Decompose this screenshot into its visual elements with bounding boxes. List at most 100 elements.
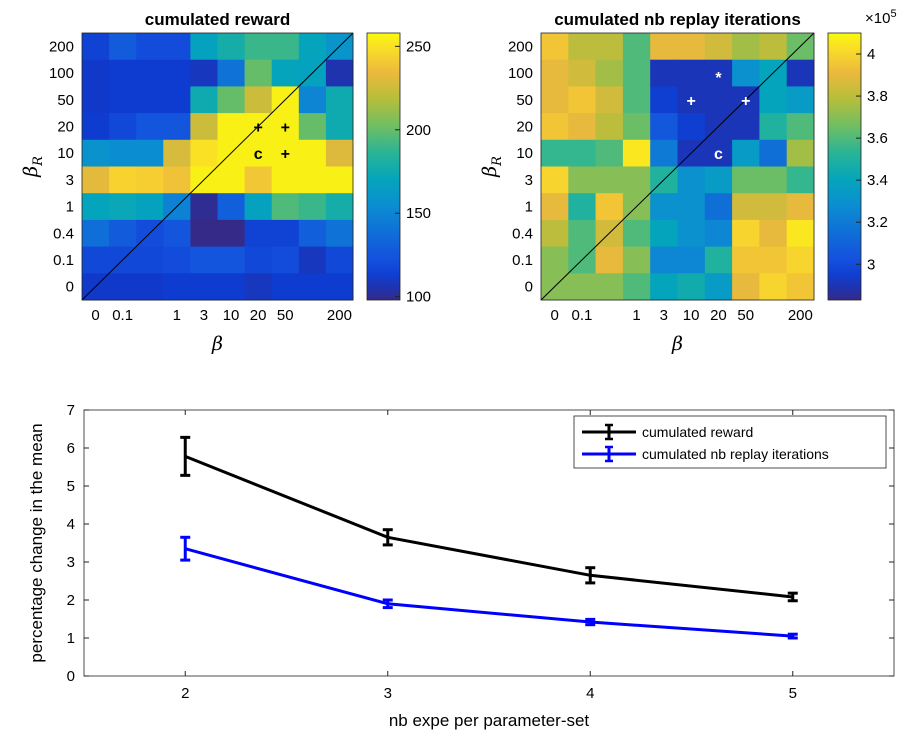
x-tick-label: 3 xyxy=(660,307,668,324)
heatmap-cell xyxy=(271,113,300,141)
heatmap-cell xyxy=(163,139,191,167)
heatmap-cell xyxy=(786,59,815,87)
heatmap-cell xyxy=(759,273,788,301)
heatmap-marker: + xyxy=(686,93,695,110)
y-tick-label: 4 xyxy=(67,516,75,533)
heatmap-cell xyxy=(568,59,597,87)
heatmap-cell xyxy=(568,219,597,248)
heatmap-cell xyxy=(109,193,137,221)
heatmap-cell xyxy=(595,193,624,221)
heatmap-cell xyxy=(622,139,651,167)
heatmap-cell xyxy=(298,86,327,114)
heatmap-cell xyxy=(677,246,706,274)
y-tick-label: 0 xyxy=(67,668,75,685)
heatmap-cell xyxy=(244,33,273,61)
x-tick-label: 50 xyxy=(737,307,754,324)
heatmap-cell xyxy=(786,139,815,167)
heatmap-marker: + xyxy=(281,119,290,136)
error-bar xyxy=(787,591,798,603)
y-tick-label: 10 xyxy=(57,145,74,162)
heatmap-cell xyxy=(595,113,624,141)
heatmap-cell xyxy=(190,86,218,114)
heatmap-cell xyxy=(325,59,354,87)
heatmap-cell xyxy=(163,166,191,194)
heatmap-cell xyxy=(650,246,678,274)
heatmap-cell xyxy=(732,139,760,167)
legend-label: cumulated reward xyxy=(642,424,753,440)
error-bar xyxy=(787,632,798,640)
colorbar-tick-label: 150 xyxy=(406,205,431,222)
heatmap-cell xyxy=(82,166,110,194)
heatmap-cell xyxy=(677,166,706,194)
heatmap-frame xyxy=(81,32,354,301)
heatmap-cell xyxy=(136,86,164,114)
heatmap-cell xyxy=(325,166,354,194)
heatmap-cell xyxy=(650,59,678,87)
heatmap-cell xyxy=(541,139,569,167)
heatmap-cell xyxy=(732,33,760,61)
x-tick-label: 3 xyxy=(200,307,208,324)
y-tick-label: 6 xyxy=(67,440,75,457)
heatmap-cell xyxy=(622,59,651,87)
heatmap-cell xyxy=(541,166,569,194)
heatmap-cell xyxy=(244,86,273,114)
y-tick-label: 5 xyxy=(67,478,75,495)
error-bar xyxy=(382,528,393,547)
heatmap-cell xyxy=(82,113,110,141)
heatmap-cell xyxy=(541,86,569,114)
heatmap-cell xyxy=(677,59,706,87)
heatmap-cell xyxy=(244,273,273,301)
x-tick-label: 20 xyxy=(710,307,727,324)
heatmap-cell xyxy=(759,193,788,221)
heatmap-cell xyxy=(650,33,678,61)
heatmap-cell xyxy=(622,33,651,61)
heatmap-cell xyxy=(704,273,733,301)
heatmap-cell xyxy=(622,113,651,141)
y-axis-label: percentage change in the mean xyxy=(27,423,46,662)
y-axis-label: βR xyxy=(479,156,505,178)
heatmap-cell xyxy=(271,273,300,301)
heatmap-cell xyxy=(325,86,354,114)
heatmap-cell xyxy=(622,86,651,114)
error-bar xyxy=(180,535,191,562)
heatmap-cell xyxy=(109,59,137,87)
colorbar-tick-label: 100 xyxy=(406,289,431,306)
legend-label: cumulated nb replay iterations xyxy=(642,446,829,462)
heatmap-cell xyxy=(109,139,137,167)
x-tick-label: 0 xyxy=(91,307,99,324)
x-tick-label: 3 xyxy=(384,685,392,702)
heatmap-cell xyxy=(82,33,110,61)
heatmap-cell xyxy=(271,193,300,221)
heatmap-cell xyxy=(786,219,815,248)
heatmap-cell xyxy=(271,166,300,194)
y-axis-label: βR xyxy=(20,156,46,178)
heatmap-cell xyxy=(244,139,273,167)
heatmap-cell xyxy=(541,193,569,221)
heatmap-cell xyxy=(704,219,733,248)
y-tick-label: 20 xyxy=(516,118,533,135)
heatmap-cell xyxy=(732,166,760,194)
heatmap-cell xyxy=(298,113,327,141)
heatmap-cell xyxy=(136,166,164,194)
heatmap-cell xyxy=(109,219,137,248)
heatmap-cell xyxy=(541,59,569,87)
heatmap-cell xyxy=(217,193,246,221)
error-bar xyxy=(382,598,393,610)
y-tick-label: 0.4 xyxy=(53,225,74,242)
heatmap-cell xyxy=(136,113,164,141)
heatmap-cell xyxy=(541,246,569,274)
x-tick-label: 200 xyxy=(788,307,813,324)
heatmap-marker: + xyxy=(741,93,750,110)
heatmap-cell xyxy=(244,59,273,87)
heatmap-cell xyxy=(109,86,137,114)
heatmap-cell xyxy=(650,86,678,114)
y-tick-label: 3 xyxy=(67,554,75,571)
heatmap-cell xyxy=(82,219,110,248)
colorbar-tick-label: 3 xyxy=(867,256,875,273)
y-tick-label: 3 xyxy=(525,172,533,189)
heatmap-cell xyxy=(541,219,569,248)
y-tick-label: 20 xyxy=(57,118,74,135)
y-tick-label: 10 xyxy=(516,145,533,162)
heatmap-cell xyxy=(82,59,110,87)
legend: cumulated reward cumulated nb replay iter… xyxy=(573,415,887,469)
